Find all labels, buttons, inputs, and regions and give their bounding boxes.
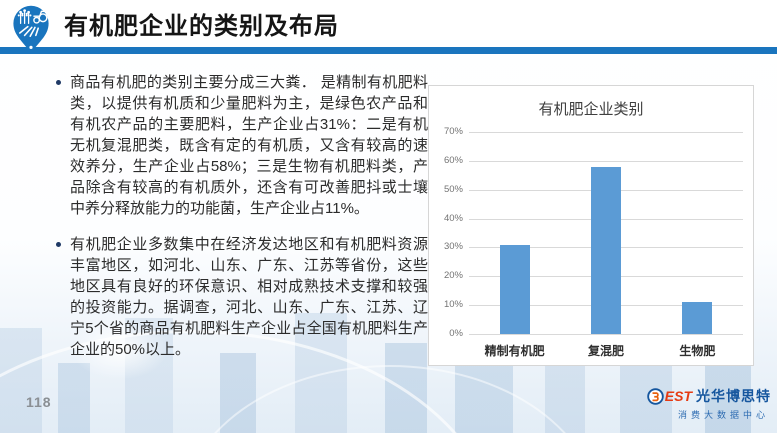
best-logo-b-icon [647,387,664,405]
logo-est-text: EST [664,388,692,404]
bar-chart-panel: 有机肥企业类别 0% 10% 20% 30% 40% 50% 60% 70% 精制有机肥 复混肥 生… [428,85,754,366]
bullet-dot [56,80,61,85]
x-axis-category-label: 复混肥 [587,344,625,358]
y-axis-tick-label: 10% [443,299,463,311]
bar-精制有机肥 [499,244,530,334]
bullet-text: 商品有机肥的类别主要分成三大粪． 是精制有机肥料类，以提供有机质和少量肥料为主，… [70,74,428,217]
logo-subtitle: 消费大数据中心 [677,410,769,420]
y-gridline [469,160,743,162]
bullet-dot [56,242,61,247]
x-axis-category-label: 精制有机肥 [484,344,545,358]
bullet-text: 有机肥企业多数集中在经济发达地区和有机肥料资源丰富地区，如河北、山东、广东、江苏… [70,236,428,358]
bar-复混肥 [591,166,621,334]
y-gridline [469,334,743,335]
page-title: 有机肥企业的类别及布局 [64,13,339,40]
x-axis-category-label: 生物肥 [679,344,716,358]
logo-brand-cn: 光华博思特 [696,388,771,404]
brand-logo: EST 光华博思特 消费大数据中心 [647,386,771,421]
y-axis-tick-label: 70% [443,126,463,137]
y-axis-tick-label: 40% [443,212,463,224]
header-accent-rule [0,47,777,54]
y-axis-tick-label: 60% [443,154,463,166]
y-gridline [469,132,743,133]
agriculture-pin-icon [13,5,49,54]
y-axis-tick-label: 0% [449,328,463,339]
chart-title: 有机肥企业类别 [538,102,644,118]
bullet-item: 商品有机肥的类别主要分成三大粪． 是精制有机肥料类，以提供有机质和少量肥料为主，… [56,72,428,219]
y-axis-tick-label: 30% [443,241,463,253]
logo-row: EST 光华博思特 [647,386,771,406]
page-number: 118 [26,394,52,410]
bullet-item: 有机肥企业多数集中在经济发达地区和有机肥料资源丰富地区，如河北、山东、广东、江苏… [56,234,428,360]
y-axis-tick-label: 20% [443,270,463,282]
y-axis-tick-label: 50% [443,183,463,195]
chart-plot-area: 0% 10% 20% 30% 40% 50% 60% 70% 精制有机肥 复混肥 生物肥 [429,86,753,365]
header-bar [0,0,777,47]
bar-生物肥 [682,302,713,334]
body-text-column: 商品有机肥的类别主要分成三大粪． 是精制有机肥料类，以提供有机质和少量肥料为主，… [56,72,428,375]
